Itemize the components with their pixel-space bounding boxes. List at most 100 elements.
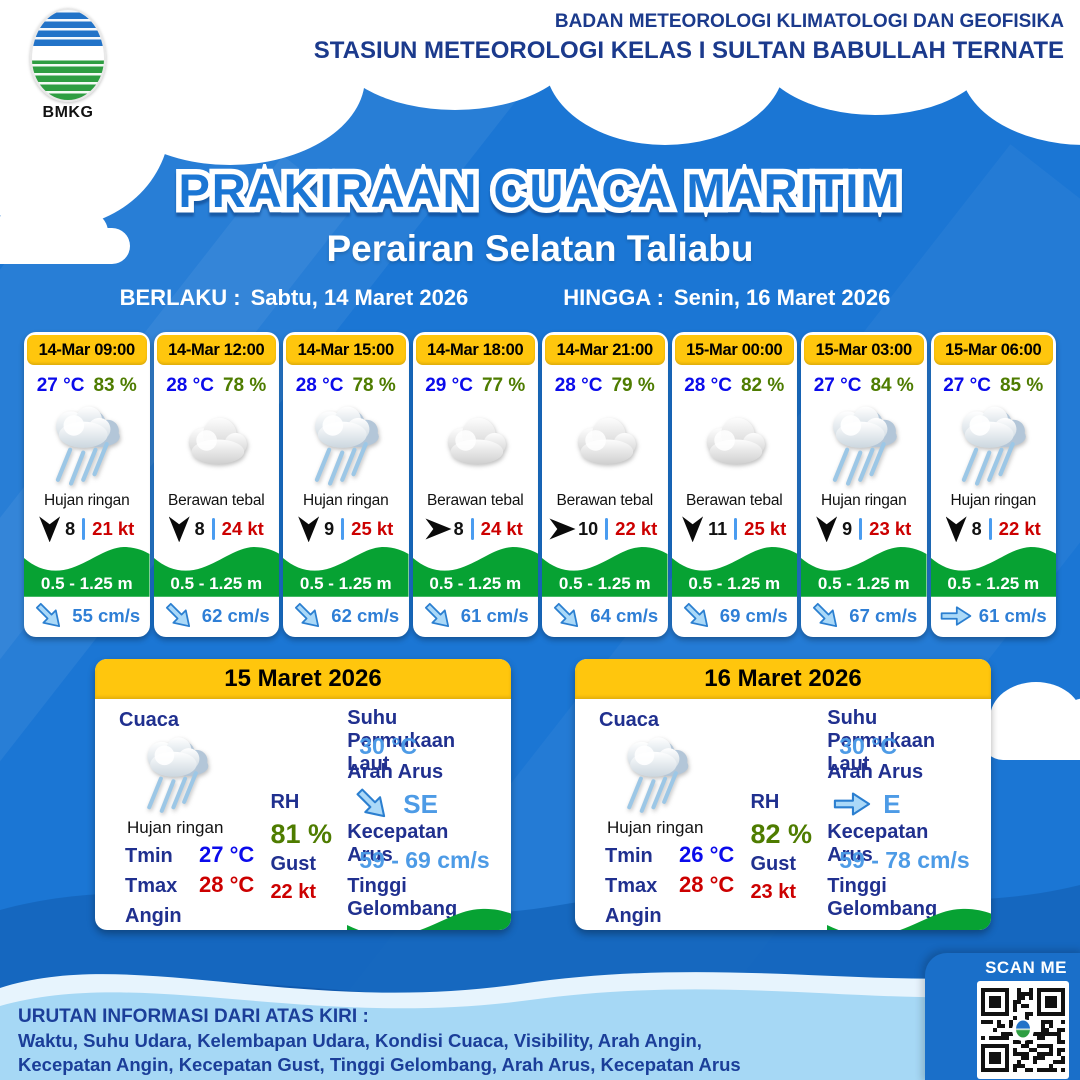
air-temperature: 28 °C [554, 374, 603, 396]
bmkg-logo-label: BMKG [42, 104, 94, 121]
weather-icon [413, 400, 539, 492]
weather-icon [542, 400, 668, 492]
weather-condition: Berawan tebal [427, 491, 524, 509]
qr-panel: SCAN ME [925, 953, 1080, 1080]
relative-humidity: 79 % [611, 374, 655, 396]
time-header: 14-Mar 21:00 [545, 335, 665, 365]
tmin-value: 26 °C [679, 842, 735, 867]
time-header: 14-Mar 09:00 [27, 335, 147, 365]
footer-heading: URUTAN INFORMASI DARI ATAS KIRI : [18, 1006, 369, 1027]
wind-speed: 25 kt [744, 518, 787, 540]
current-speed: 55 cm/s [72, 605, 141, 627]
separator [341, 518, 345, 541]
wave-height-band: 0.5 - 1.25 m [412, 545, 538, 598]
bmkg-logo-icon [30, 8, 106, 102]
hourly-forecast-card: 14-Mar 12:00 28 °C 78 % Berawan tebal 8 … [153, 332, 280, 637]
temp-humidity-row: 28 °C 79 % [542, 372, 668, 400]
wind-direction-icon [816, 516, 838, 543]
scan-me-label: SCAN ME [985, 958, 1067, 977]
visibility-value: 11 [708, 518, 728, 539]
weather-column: Cuaca Hujan ringan Tmin 26 °C Tmax 28 °C… [593, 707, 750, 930]
current-row: 64 cm/s [542, 597, 668, 637]
wind-direction-icon [682, 516, 704, 543]
wave-height-value: 0.5 - 1.25 m [40, 574, 133, 594]
time-header: 15-Mar 03:00 [804, 335, 924, 365]
relative-humidity: 83 % [93, 374, 137, 396]
wind-speed: 24 kt [480, 518, 523, 540]
weather-condition: Hujan ringan [821, 491, 907, 509]
current-direction-icon [940, 604, 972, 628]
footer-line2: Kecepatan Angin, Kecepatan Gust, Tinggi … [18, 1053, 741, 1075]
station-name: STASIUN METEOROLOGI KELAS I SULTAN BABUL… [313, 36, 1064, 64]
air-temperature: 28 °C [295, 374, 344, 396]
tmin-label: Tmin [125, 844, 173, 867]
rh-label: RH [270, 791, 300, 813]
current-speed-label: Kecepatan Arus [827, 821, 929, 866]
current-speed: 67 cm/s [849, 605, 918, 627]
wind-speed: 25 kt [351, 518, 394, 540]
agency-header: BADAN METEOROLOGI KLIMATOLOGI DAN GEOFIS… [314, 10, 1064, 66]
current-row: 69 cm/s [672, 597, 798, 637]
temp-humidity-row: 28 °C 82 % [672, 372, 798, 400]
wind-row: 9 23 kt [801, 513, 927, 545]
air-temperature: 27 °C [943, 374, 991, 396]
visibility-value: 8 [453, 518, 464, 539]
wave-height-value: 0.5 - 1.25 m [817, 574, 910, 594]
sea-column: Suhu Permukaan Laut 30 °C Arah Arus SE K… [347, 707, 511, 930]
wind-row: 11 25 kt [672, 513, 798, 545]
wind-speed: 22 kt [998, 518, 1041, 540]
relative-humidity: 84 % [870, 374, 914, 396]
relative-humidity: 78 % [352, 374, 396, 396]
daily-forecast-card: 15 Maret 2026 Cuaca Hujan ringan Tmin 27… [95, 659, 511, 930]
separator [605, 518, 609, 541]
rh-label: RH [750, 791, 780, 813]
weather-condition: Berawan tebal [168, 491, 265, 509]
current-direction-icon [677, 596, 717, 636]
wave-height-value: 0.5 - 1.25 m [299, 574, 392, 594]
weather-icon [283, 400, 409, 492]
air-temperature: 29 °C [425, 374, 473, 396]
wave-height-value: 0.5 - 1.25 m [429, 574, 522, 594]
gust-value: 23 kt [750, 881, 797, 903]
time-header: 15-Mar 06:00 [933, 335, 1053, 365]
sst-label: Suhu Permukaan Laut [827, 707, 936, 775]
wind-direction-icon [425, 519, 451, 540]
gust-value: 22 kt [270, 881, 317, 903]
separator [988, 518, 992, 541]
current-row: 55 cm/s [24, 597, 150, 637]
hourly-forecast-card: 15-Mar 06:00 27 °C 85 % Hujan ringan 8 2… [930, 332, 1056, 637]
current-speed: 69 cm/s [719, 605, 788, 627]
wave-height-value: 0.5 - 1.25 m [170, 574, 263, 594]
weather-icon [593, 732, 750, 818]
wave-height-band: 0.5 - 1.25 m [801, 545, 927, 598]
temp-humidity-row: 28 °C 78 % [154, 372, 280, 400]
current-speed-value: 59 - 69 cm/s [359, 847, 490, 873]
current-speed: 62 cm/s [331, 605, 400, 627]
current-direction-label: Arah Arus [347, 761, 444, 783]
air-temperature: 27 °C [813, 374, 862, 396]
wind-row: 9 25 kt [283, 513, 409, 545]
weather-icon [154, 400, 280, 492]
time-header: 14-Mar 12:00 [156, 335, 276, 365]
wind-direction-icon [945, 516, 967, 543]
wind-speed: 21 kt [92, 518, 135, 540]
separator [211, 518, 215, 541]
current-row: 62 cm/s [283, 597, 409, 637]
relative-humidity: 82 % [740, 374, 785, 396]
hourly-forecast-card: 14-Mar 21:00 28 °C 79 % Berawan tebal 10… [542, 332, 668, 637]
qr-code [977, 981, 1069, 1079]
current-row: 62 cm/s [154, 597, 280, 637]
visibility-value: 8 [65, 518, 76, 539]
footer-legend: URUTAN INFORMASI DARI ATAS KIRI : Waktu,… [18, 1005, 741, 1077]
current-direction-icon [418, 596, 458, 636]
current-row: 61 cm/s [413, 597, 539, 637]
weather-condition: Hujan ringan [127, 818, 224, 837]
temp-humidity-row: 27 °C 84 % [801, 372, 927, 400]
current-direction-icon [29, 596, 69, 636]
visibility-value: 9 [842, 518, 853, 539]
wind-speed: 23 kt [869, 518, 912, 540]
time-header: 14-Mar 15:00 [286, 335, 406, 365]
wind-direction-icon [39, 516, 61, 543]
humidity-column: RH 81 % Gust 22 kt [270, 707, 347, 930]
